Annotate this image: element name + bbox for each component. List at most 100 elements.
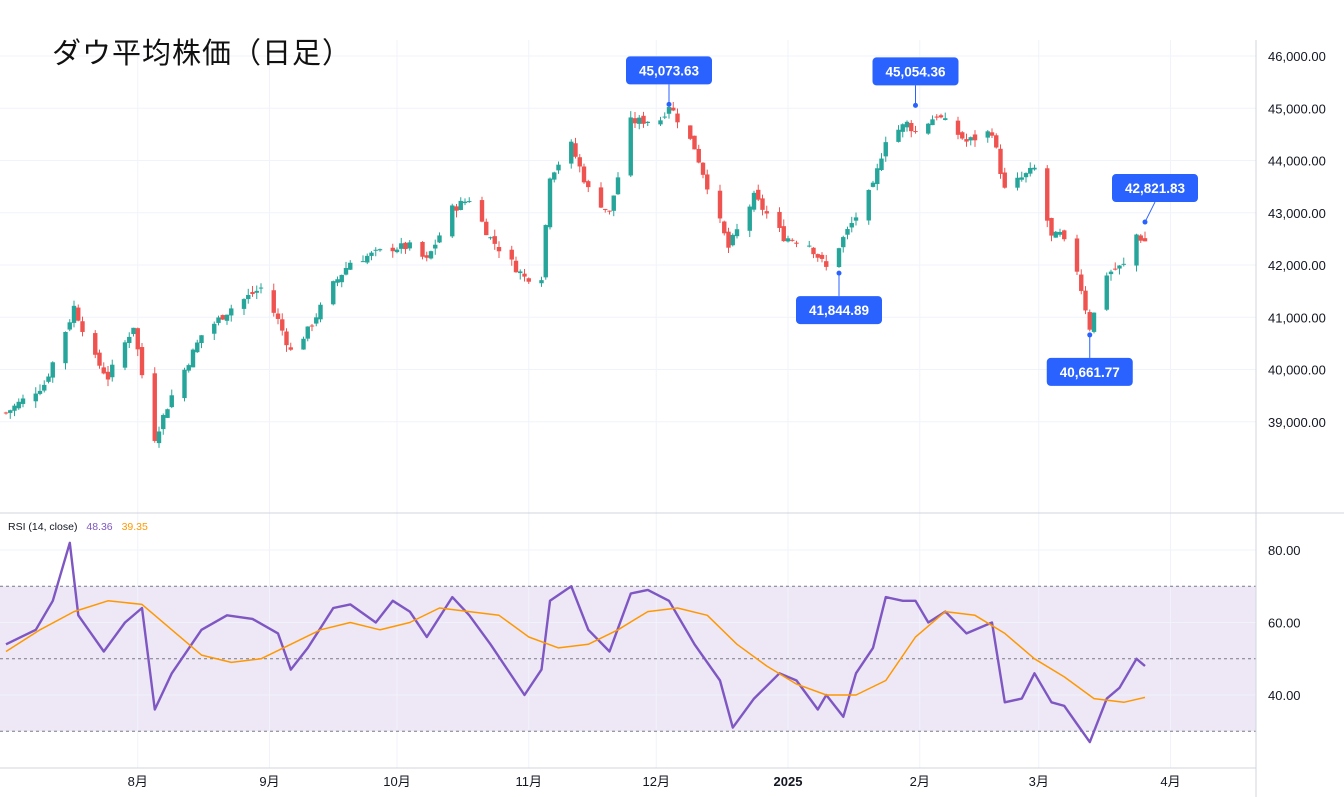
price-callout: 42,821.83 [1112, 174, 1198, 225]
candle-body [964, 139, 969, 142]
candle-body [288, 347, 293, 350]
candle-body [93, 333, 98, 355]
candle-body [348, 262, 353, 270]
callout-box [1046, 357, 1133, 386]
time-tick-label: 3月 [1029, 774, 1049, 789]
candle-body [437, 235, 442, 243]
candle-body [586, 181, 591, 188]
candle-body [1142, 238, 1148, 242]
candle-body [641, 115, 646, 124]
candle-body [271, 290, 276, 313]
candle-body [819, 254, 825, 259]
candle-body [688, 125, 693, 139]
candle-body [853, 217, 859, 221]
candle-body [105, 371, 111, 380]
candle-body [904, 121, 910, 128]
candle-body [12, 405, 17, 411]
candle-body [433, 244, 438, 249]
candle-body [705, 174, 710, 190]
candle-body [985, 131, 990, 138]
candle-body [246, 294, 251, 300]
candle-body [169, 395, 174, 408]
callout-dot [1142, 219, 1148, 225]
candle-body [717, 190, 723, 219]
candle-body [110, 364, 115, 378]
candle-body [764, 211, 769, 214]
candle-body [1108, 271, 1114, 275]
candle-body [539, 280, 544, 284]
candle-body [186, 365, 191, 371]
callout-box [872, 57, 959, 86]
candle-body [1002, 172, 1007, 188]
rsi-legend[interactable]: RSI (14, close) 48.36 39.35 [8, 521, 148, 533]
callout-box [1112, 174, 1198, 203]
candle-body [301, 338, 306, 350]
candle-body [734, 229, 740, 237]
candle-body [331, 281, 336, 305]
candle-body [339, 274, 344, 283]
candle-body [989, 132, 995, 136]
candle-body [543, 225, 548, 278]
candle-body [275, 313, 281, 319]
price-tick-label: 46,000.00 [1268, 49, 1326, 64]
candle-body [926, 123, 931, 134]
candle-body [879, 158, 884, 171]
rsi-line [5, 541, 1146, 744]
candle-body [309, 325, 315, 327]
time-tick-label: 2025 [774, 774, 803, 789]
candle-body [696, 148, 701, 163]
candle-body [1113, 268, 1118, 270]
candle-body [479, 200, 485, 222]
candle-body [632, 118, 638, 124]
candle-body [190, 349, 196, 368]
callout-label: 41,844.89 [809, 303, 869, 318]
candle-body [675, 113, 680, 123]
candle-body [930, 119, 935, 126]
price-callout: 45,073.63 [626, 56, 712, 107]
candle-body [968, 137, 973, 141]
price-tick-label: 44,000.00 [1268, 154, 1326, 169]
candle-body [335, 279, 340, 283]
candle-body [900, 124, 905, 132]
candle-body [637, 117, 642, 124]
candle-body [938, 115, 944, 118]
time-tick-label: 2月 [910, 774, 930, 789]
candle-body [662, 116, 667, 118]
callout-label: 40,661.77 [1060, 365, 1120, 380]
candle-body [122, 342, 128, 368]
candle-body [836, 248, 842, 267]
price-callout: 41,844.89 [796, 270, 882, 325]
candle-body [250, 292, 255, 295]
candle-body [573, 143, 578, 157]
candle-body [1045, 168, 1050, 221]
candle-body [42, 384, 47, 391]
candle-body [424, 255, 429, 258]
candle-body [522, 273, 527, 277]
candle-body [866, 189, 871, 221]
rsi-value: 48.36 [86, 521, 113, 533]
candle-body [972, 134, 978, 141]
candle-body [139, 347, 145, 376]
candle-body [666, 107, 672, 114]
price-tick-label: 43,000.00 [1268, 206, 1326, 221]
candle-body [127, 336, 132, 344]
callout-dot [913, 102, 918, 108]
chart-title: ダウ平均株価（日足） [52, 36, 353, 70]
candle-body [258, 287, 264, 289]
candle-body [756, 189, 761, 200]
price-tick-label: 39,000.00 [1268, 415, 1326, 430]
candle-body [611, 195, 616, 211]
candle-body [462, 201, 468, 204]
rsi-tick-label: 60.00 [1268, 616, 1301, 631]
rsi-ma-line [5, 600, 1146, 704]
candle-body [1028, 167, 1033, 174]
candle-body [284, 331, 289, 346]
candle-body [1079, 274, 1084, 291]
candle-body [781, 226, 786, 242]
candle-body [390, 247, 395, 252]
candle-body [399, 243, 404, 249]
candle-body [229, 308, 234, 316]
candle-body [849, 223, 854, 228]
